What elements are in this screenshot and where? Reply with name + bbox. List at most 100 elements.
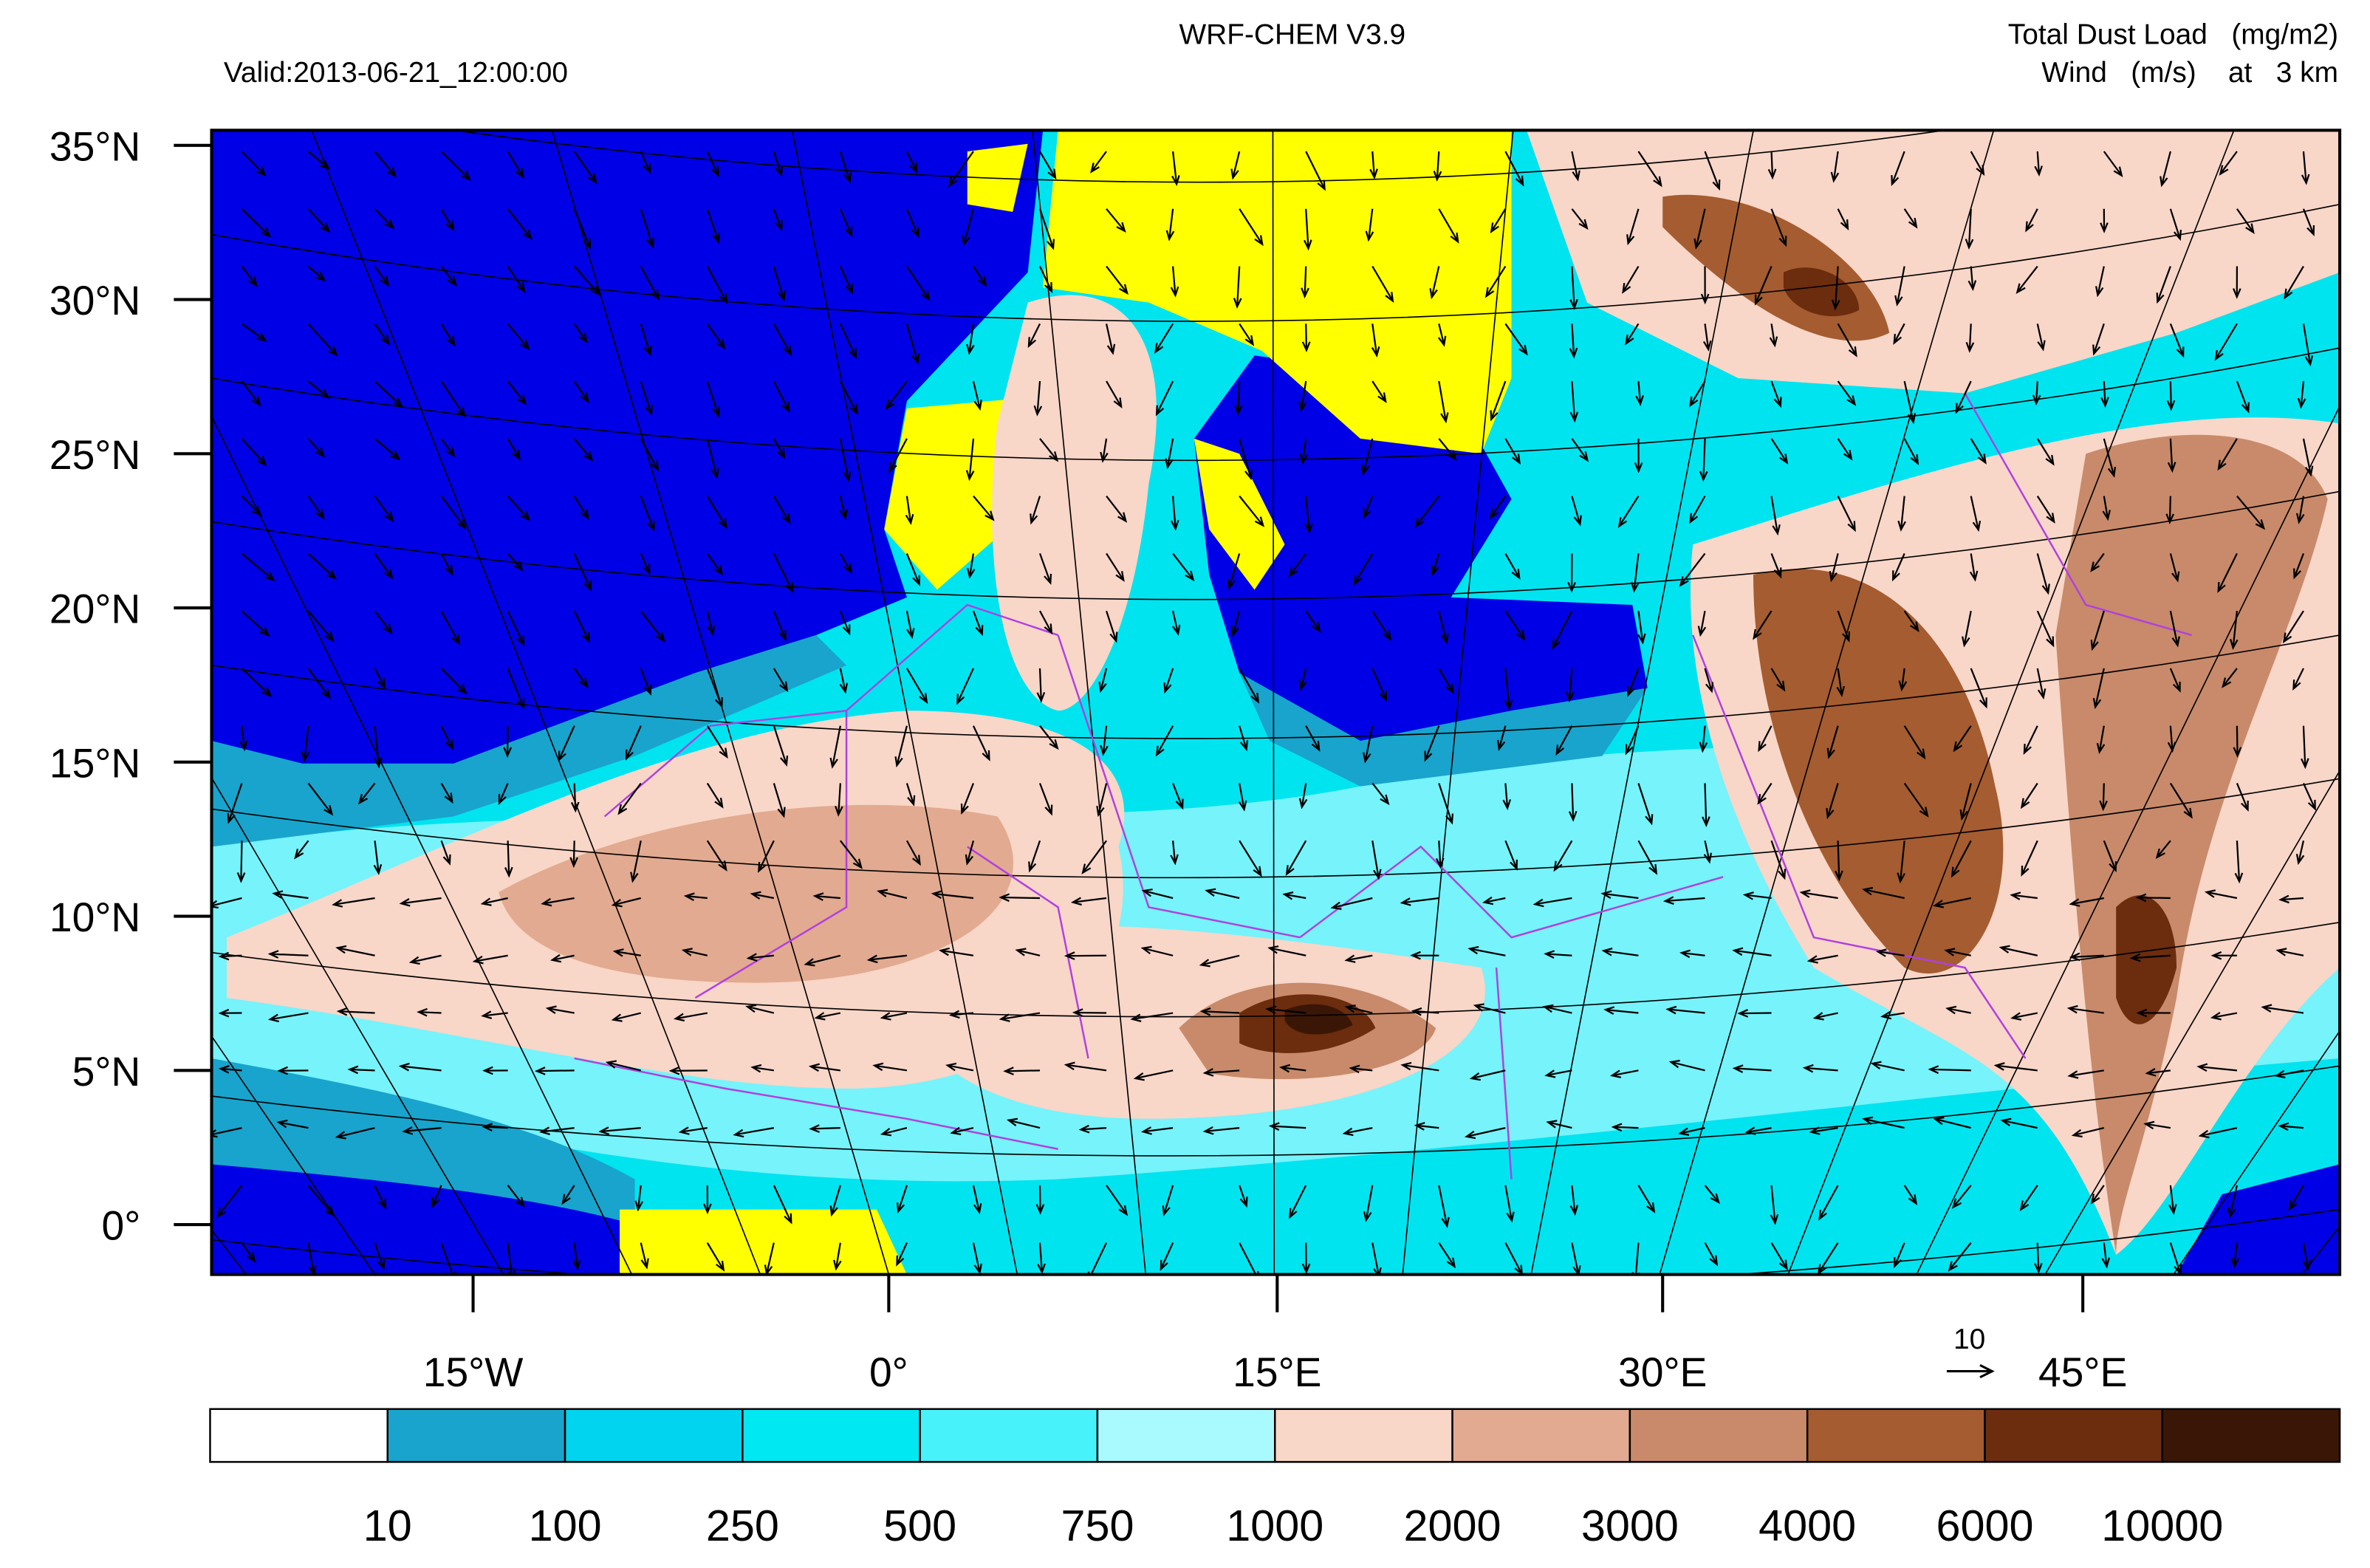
colorbar-label: 750 xyxy=(1061,1501,1134,1550)
wind-arrow xyxy=(1770,552,1782,579)
wind-arrow xyxy=(1553,840,1573,872)
wind-arrow xyxy=(973,495,995,521)
wind-arrow xyxy=(2302,783,2316,811)
wind-arrow xyxy=(541,897,575,907)
wind-arrow xyxy=(1414,1122,1439,1131)
wind-arrow xyxy=(1484,265,1507,298)
wind-arrow xyxy=(2169,208,2182,242)
wind-arrow xyxy=(839,323,857,360)
wind-arrow xyxy=(569,841,578,869)
wind-arrow xyxy=(357,782,376,805)
wind-arrow xyxy=(835,783,843,817)
wind-arrow xyxy=(773,552,794,594)
wind-arrow xyxy=(1438,380,1449,424)
wind-arrow xyxy=(374,208,395,230)
graticule-lat xyxy=(211,921,2340,1018)
wind-arrow xyxy=(2100,381,2109,408)
wind-arrow xyxy=(706,208,720,244)
wind-arrow xyxy=(1965,323,1975,353)
wind-arrow xyxy=(307,438,326,458)
wind-arrow xyxy=(1165,208,1175,242)
wind-arrow xyxy=(2092,668,2105,710)
wind-arrow xyxy=(1465,1126,1506,1140)
wind-arrow xyxy=(2069,897,2105,907)
wind-arrow xyxy=(1400,897,1439,906)
wind-arrow xyxy=(773,208,783,231)
wind-arrow xyxy=(1831,266,1840,311)
graticule-lat xyxy=(211,1208,2340,1275)
wind-arrow xyxy=(1504,610,1526,641)
graticule-lat xyxy=(211,634,2340,739)
wind-arrow xyxy=(239,725,248,752)
wind-arrow xyxy=(1897,841,1905,884)
lon-label: 15°W xyxy=(423,1349,524,1395)
wind-arrow xyxy=(440,668,468,695)
wind-arrow xyxy=(1504,1185,1515,1223)
wind-arrow xyxy=(573,438,594,462)
wind-arrow xyxy=(1078,1124,1107,1134)
wind-arrow xyxy=(1812,1012,1838,1021)
wind-arrow xyxy=(1371,1242,1382,1275)
wind-arrow xyxy=(307,495,325,520)
wind-arrow xyxy=(866,954,908,964)
wind-arrow xyxy=(2302,1242,2312,1271)
wind-arrow xyxy=(2302,438,2314,477)
wind-arrow xyxy=(1353,552,1374,586)
wind-arrow xyxy=(573,380,590,403)
wind-arrow xyxy=(267,1012,309,1023)
wind-arrow xyxy=(1955,380,1972,414)
wind-arrow xyxy=(1770,840,1787,880)
wind-arrow xyxy=(1363,496,1374,520)
wind-arrow xyxy=(1239,725,1249,752)
wind-arrow xyxy=(1903,438,1919,465)
wind-arrow xyxy=(2236,208,2255,234)
wind-arrow xyxy=(267,950,309,959)
wind-arrow xyxy=(1679,949,1705,959)
wind-arrow xyxy=(1106,380,1123,409)
wind-arrow xyxy=(2233,725,2242,758)
wind-arrow xyxy=(905,151,918,174)
wind-arrow xyxy=(2166,381,2176,411)
wind-arrow xyxy=(2036,610,2055,648)
wind-arrow xyxy=(373,841,383,875)
wind-arrow xyxy=(1544,1069,1572,1078)
wind-arrow xyxy=(573,496,589,520)
colorbar-box xyxy=(386,1408,566,1463)
wind-arrow xyxy=(1469,1069,1506,1081)
wind-arrow xyxy=(241,380,261,407)
graticule-lon xyxy=(1402,130,1514,1275)
wind-arrow xyxy=(1944,948,1971,956)
wind-arrow xyxy=(1162,1185,1174,1216)
wind-arrow xyxy=(1028,840,1041,873)
wind-arrow xyxy=(1568,783,1578,822)
wind-arrow xyxy=(507,208,532,240)
wind-arrow xyxy=(1064,951,1107,960)
wind-arrow xyxy=(1371,265,1394,303)
wind-arrow xyxy=(307,380,330,399)
wind-arrow xyxy=(640,438,660,472)
wind-arrow xyxy=(1693,208,1706,250)
wind-arrow xyxy=(833,1242,842,1271)
wind-arrow xyxy=(307,265,326,282)
wind-arrow xyxy=(417,1007,442,1017)
colorbar-label: 250 xyxy=(706,1501,779,1550)
wind-arrow xyxy=(1039,610,1053,635)
wind-arrow xyxy=(938,947,974,956)
wind-arrow xyxy=(1894,266,1905,307)
wind-arrow xyxy=(440,438,456,458)
colorbar-box xyxy=(1628,1408,1809,1463)
wind-arrow xyxy=(440,610,461,646)
wind-arrow xyxy=(2210,1012,2238,1021)
wind-arrow xyxy=(773,668,789,693)
wind-arrow xyxy=(1969,553,1979,582)
graticule-lon xyxy=(1530,130,1754,1275)
wind-arrow xyxy=(1744,1126,1772,1135)
wind-arrow xyxy=(2169,668,2181,693)
wind-arrow xyxy=(1622,265,1640,294)
wind-arrow xyxy=(1504,552,1521,580)
wind-arrow xyxy=(1239,1185,1248,1208)
wind-arrow xyxy=(1490,380,1507,422)
wind-arrow xyxy=(1626,668,1640,697)
wind-arrow xyxy=(1202,1126,1240,1135)
wind-arrow xyxy=(2196,1063,2238,1072)
